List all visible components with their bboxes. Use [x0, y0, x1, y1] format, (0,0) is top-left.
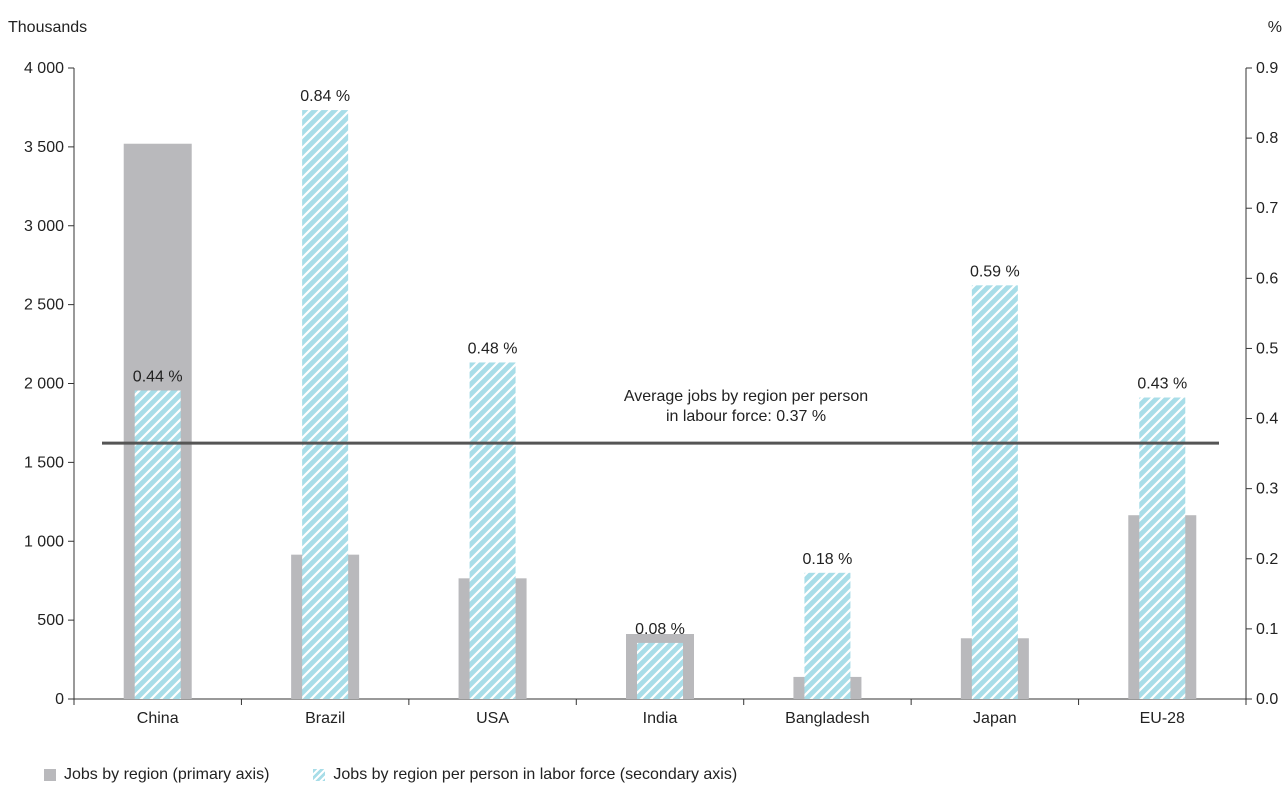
y-axis-secondary-tick-label: 0.5 [1256, 340, 1278, 357]
data-label-secondary: 0.18 % [803, 551, 853, 568]
average-reference-label: Average jobs by region per person [624, 388, 868, 405]
bar-secondary [469, 362, 516, 699]
legend-label-primary: Jobs by region (primary axis) [64, 766, 270, 783]
y-axis-secondary-tick-label: 0.7 [1256, 200, 1278, 217]
reference-line-layer: Average jobs by region per person in labo… [102, 388, 1219, 445]
y-axis-secondary-unit-label: % [1268, 19, 1282, 36]
y-axis-primary-tick-label: 3 500 [24, 139, 64, 156]
y-axis-primary-tick-label: 3 000 [24, 218, 64, 235]
axes-layer: 0 500 1 000 1 500 2 000 2 500 3 000 3 500 4 000 T… [8, 19, 1282, 727]
data-label-secondary: 0.48 % [468, 340, 518, 357]
y-axis-primary-tick-label: 4 000 [24, 60, 64, 77]
bar-secondary [134, 390, 181, 699]
bar-secondary [302, 110, 349, 700]
y-axis-secondary-tick-label: 0.3 [1256, 481, 1278, 498]
x-axis-tick-label: Brazil [305, 710, 345, 727]
bar-secondary [1139, 397, 1186, 699]
data-label-secondary: 0.59 % [970, 263, 1020, 280]
average-reference-label: in labour force: 0.37 % [666, 408, 826, 425]
x-axis-tick-label: Bangladesh [785, 710, 870, 727]
legend-swatch-primary [44, 769, 56, 781]
y-axis-primary-tick-label: 0 [55, 691, 64, 708]
chart-svg: 0 500 1 000 1 500 2 000 2 500 3 000 3 500 4 000 T… [8, 19, 1282, 727]
y-axis-secondary-tick-label: 0.6 [1256, 270, 1278, 287]
x-axis-tick-label: China [137, 710, 179, 727]
bar-secondary [971, 285, 1018, 699]
y-axis-secondary-tick-label: 0.1 [1256, 621, 1278, 638]
labels-layer: 0.44 % 0.84 % 0.48 % 0.08 % 0.18 % 0.59 % 0.43… [133, 88, 1187, 638]
legend-item-secondary: Jobs by region per person in labor force… [313, 766, 737, 784]
y-axis-primary-tick-label: 1 000 [24, 533, 64, 550]
data-label-secondary: 0.43 % [1137, 376, 1187, 393]
y-axis-primary-tick-label: 500 [37, 612, 64, 629]
x-axis-tick-label: USA [476, 710, 509, 727]
bars-layer [123, 110, 1197, 700]
y-axis-secondary-tick-label: 0.9 [1256, 60, 1278, 77]
data-label-secondary: 0.84 % [300, 88, 350, 105]
x-axis-tick-label: India [643, 710, 678, 727]
y-axis-secondary-tick-label: 0.4 [1256, 411, 1278, 428]
legend-item-primary: Jobs by region (primary axis) [44, 766, 269, 784]
y-axis-primary-tick-label: 2 000 [24, 376, 64, 393]
y-axis-primary-unit-label: Thousands [8, 19, 87, 36]
y-axis-secondary-tick-label: 0.8 [1256, 130, 1278, 147]
data-label-secondary: 0.08 % [635, 621, 685, 638]
y-axis-secondary-tick-label: 0.0 [1256, 691, 1278, 708]
x-axis-tick-label: EU-28 [1140, 710, 1185, 727]
y-axis-primary-tick-label: 1 500 [24, 454, 64, 471]
legend-swatch-secondary [313, 769, 326, 781]
x-axis-tick-label: Japan [973, 710, 1017, 727]
data-label-secondary: 0.44 % [133, 369, 183, 386]
y-axis-primary-tick-label: 2 500 [24, 297, 64, 314]
bar-secondary [804, 572, 851, 699]
y-axis-secondary-tick-label: 0.2 [1256, 551, 1278, 568]
bar-secondary [637, 642, 683, 699]
legend: Jobs by region (primary axis) Jobs by re… [44, 766, 737, 784]
legend-label-secondary: Jobs by region per person in labor force… [333, 766, 738, 783]
